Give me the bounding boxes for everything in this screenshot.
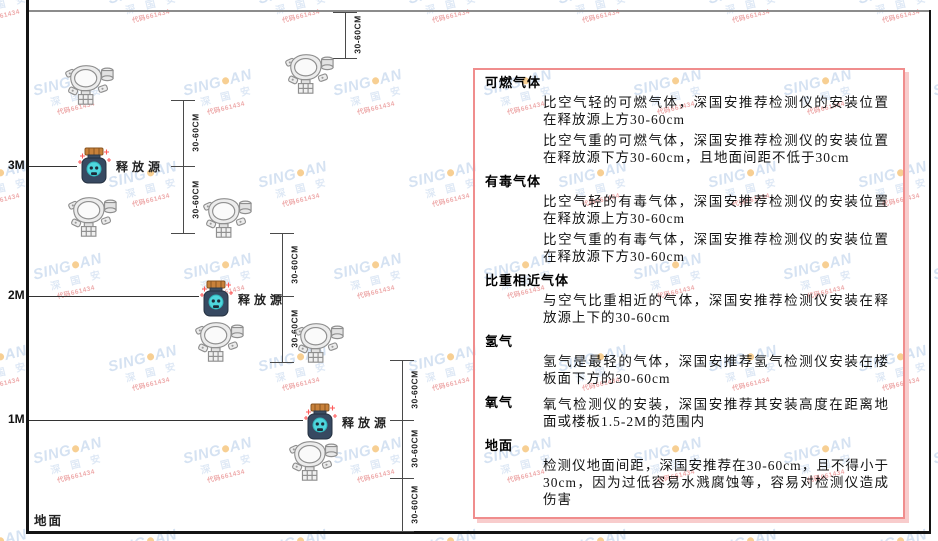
panel-section: 可燃气体 比空气轻的可燃气体，深国安推荐检测仪的安装位置在释放源上方30-60cm… [485, 76, 889, 166]
gas-detector-icon [203, 198, 252, 238]
height-line-1m [29, 420, 303, 421]
panel-section-paragraph: 比空气轻的可燃气体，深国安推荐检测仪的安装位置在释放源上方30-60cm [543, 95, 889, 127]
release-source-label: 释放源 [238, 293, 287, 307]
height-label-3m: 3M [8, 158, 25, 172]
dimension-tick [270, 233, 294, 234]
ceiling-line [29, 10, 931, 12]
dimension-label: 30-60CM [409, 429, 420, 468]
release-source-label: 释放源 [342, 416, 391, 430]
height-line-2m [29, 296, 199, 297]
release-source-icon [200, 280, 233, 317]
panel-section-title: 比重相近气体 [485, 273, 570, 288]
gas-detector [295, 320, 345, 364]
dimension-tick [390, 360, 414, 361]
dimension-label: 30-60CM [409, 370, 420, 409]
dimension-label: 30-60CM [190, 179, 201, 219]
release-source-icon [78, 147, 111, 184]
gas-detector [203, 195, 253, 239]
panel-sections: 可燃气体 比空气轻的可燃气体，深国安推荐检测仪的安装位置在释放源上方30-60cm… [485, 76, 889, 508]
panel-section-paragraph: 与空气比重相近的气体，深国安推荐检测仪安装在释放源上下的30-60cm [543, 293, 889, 325]
gas-detector [285, 51, 335, 95]
wall-line [26, 0, 29, 534]
panel-section: 比重相近气体与空气比重相近的气体，深国安推荐检测仪安装在释放源上下的30-60c… [485, 274, 889, 326]
dimension-line [345, 12, 346, 58]
dimension-label: 30-60CM [190, 113, 201, 152]
panel-section-paragraph: 比空气重的有毒气体，深国安推荐检测仪的安装位置在释放源下方30-60cm [543, 232, 889, 264]
release-source [77, 147, 111, 185]
dimension-tick [171, 166, 195, 167]
dimension-line [402, 360, 403, 531]
panel-section-title: 氢气 [485, 334, 514, 349]
panel-section-paragraph: 检测仪地面间距，深国安推荐在30-60cm，且不得小于30cm，因为过低容易水溅… [543, 458, 889, 507]
height-label-2m: 2M [8, 288, 25, 302]
dimension-tick [171, 233, 195, 234]
panel-section-title: 有毒气体 [485, 174, 542, 189]
release-source-label: 释放源 [116, 160, 165, 174]
dimension-tick [270, 296, 294, 297]
gas-detector-icon [65, 65, 114, 105]
gas-detector [68, 194, 118, 238]
dimension-label: 30-60CM [409, 484, 420, 524]
dimension-line [282, 233, 283, 362]
dimension-tick [390, 531, 414, 532]
panel-section-title: 氧气 [485, 395, 514, 410]
gas-detector-icon [295, 323, 344, 363]
gas-detector [195, 319, 245, 363]
dimension-tick [171, 100, 195, 101]
height-line-3m [29, 166, 77, 167]
dimension-tick [270, 362, 294, 363]
panel-section-paragraph: 比空气重的可燃气体，深国安推荐检测仪的安装位置在释放源下方30-60cm，且地面… [543, 133, 889, 165]
ground-line [26, 531, 931, 534]
panel-section: 氧气 氧气检测仪的安装，深国安推荐其安装高度在距离地面或楼板1.5-2M的范围内 [485, 396, 889, 430]
ground-label: 地面 [34, 514, 64, 528]
dimension-tick [333, 12, 357, 13]
dimension-label: 30-60CM [352, 15, 363, 54]
panel-section-paragraph: 比空气轻的有毒气体，深国安推荐检测仪的安装位置在释放源上方30-60cm [543, 194, 889, 226]
panel-section-title: 可燃气体 [485, 75, 542, 90]
panel-section-title: 地面 [485, 438, 514, 453]
panel-section: 氢气氢气是最轻的气体，深国安推荐氢气检测仪安装在楼板面下方的30-60cm [485, 335, 889, 387]
gas-detector-icon [195, 322, 244, 362]
panel-section: 有毒气体 比空气轻的有毒气体，深国安推荐检测仪的安装位置在释放源上方30-60cm… [485, 175, 889, 265]
release-source [303, 403, 337, 441]
gas-detector-icon [285, 54, 334, 94]
gas-detector [289, 438, 339, 482]
panel-section: 地面检测仪地面间距，深国安推荐在30-60cm，且不得小于30cm，因为过低容易… [485, 439, 889, 508]
gas-detector-icon [289, 441, 338, 481]
panel-section-paragraph: 氢气是最轻的气体，深国安推荐氢气检测仪安装在楼板面下方的30-60cm [543, 354, 889, 386]
dimension-label: 30-60CM [289, 244, 300, 284]
panel-section-paragraph: 氧气检测仪的安装，深国安推荐其安装高度在距离地面或楼板1.5-2M的范围内 [543, 397, 889, 429]
dimension-tick [390, 420, 414, 421]
release-source-icon [304, 403, 337, 440]
dimension-tick [390, 478, 414, 479]
gas-detector-icon [68, 197, 117, 237]
dimension-tick [333, 58, 357, 59]
height-label-1m: 1M [8, 412, 25, 426]
info-panel: 可燃气体 比空气轻的可燃气体，深国安推荐检测仪的安装位置在释放源上方30-60cm… [473, 68, 905, 519]
right-border-line [929, 10, 931, 534]
release-source [199, 280, 233, 318]
gas-detector [65, 62, 115, 106]
